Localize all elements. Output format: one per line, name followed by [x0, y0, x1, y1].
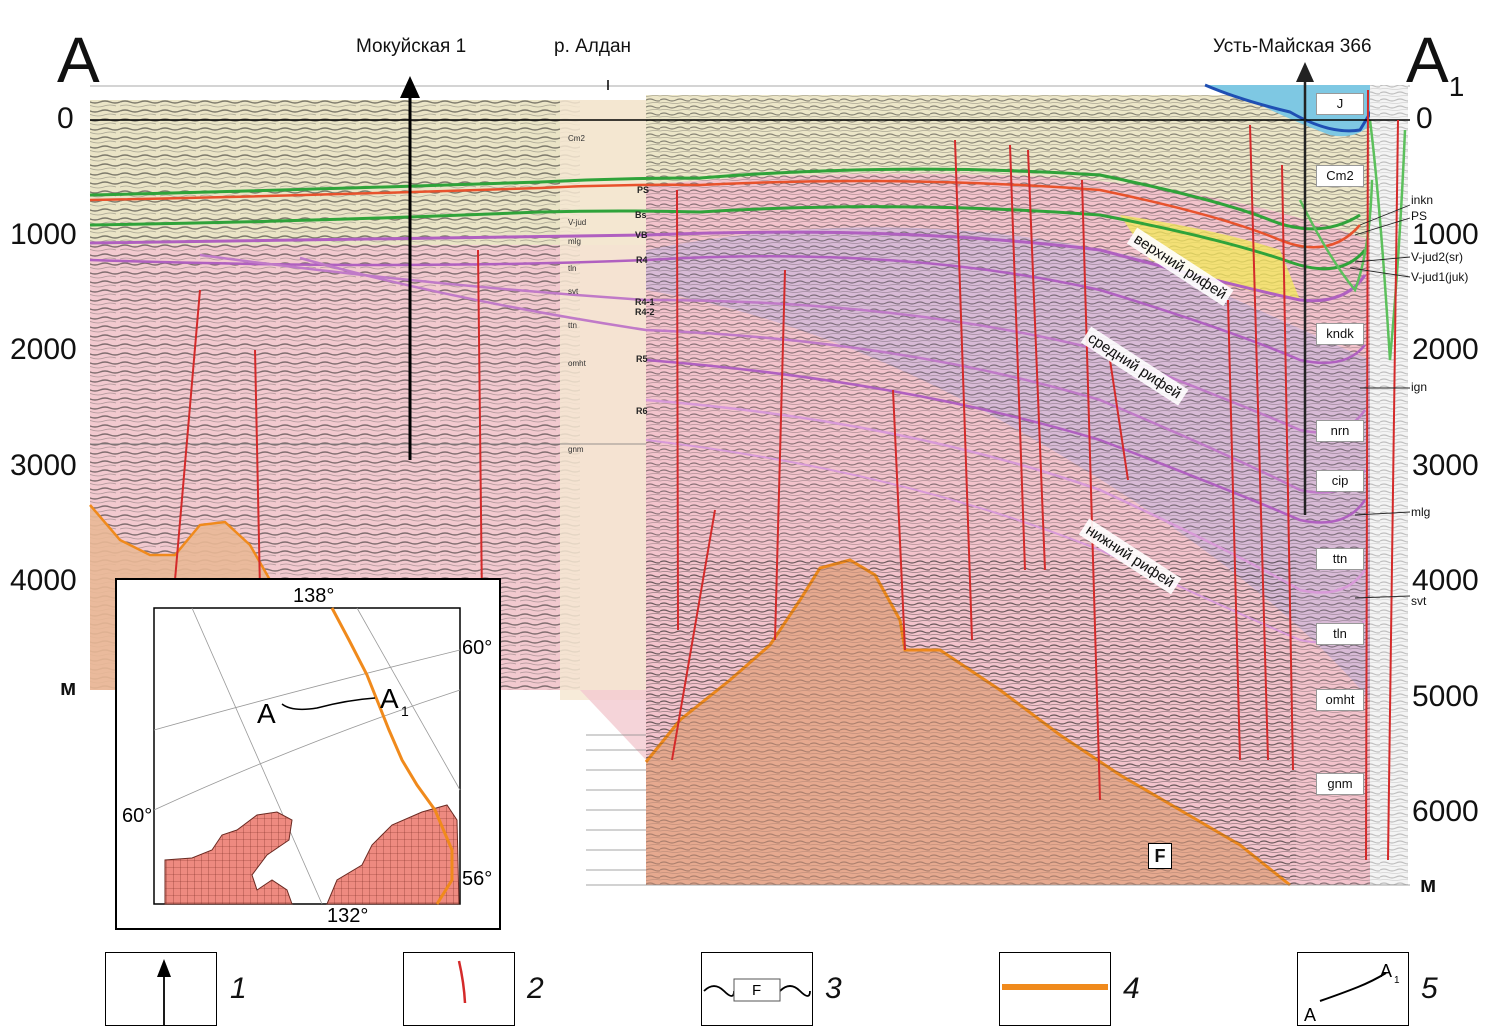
tag-r5: R5: [636, 354, 648, 364]
depth-unit-left: м: [60, 675, 76, 701]
legend-a: A: [1304, 1005, 1316, 1025]
formation-box-j: J: [1316, 93, 1364, 115]
tag-vb: VB: [635, 230, 648, 240]
formation-label-mlg: mlg: [1411, 505, 1430, 519]
legend-item-5: A A 1: [1297, 952, 1409, 1026]
well-arrow-icon: [1296, 62, 1314, 82]
formation-label-inkn: inkn: [1411, 193, 1433, 207]
depth-left-0: 0: [57, 102, 74, 136]
tag-r4-2: R4-2: [635, 307, 655, 317]
legend-item-3: F: [701, 952, 813, 1026]
tag-gnm: gnm: [568, 445, 584, 454]
depth-left-4000: 4000: [10, 564, 77, 598]
fault-marker-f: F: [1148, 843, 1172, 869]
formation-box-cip: cip: [1316, 470, 1364, 492]
lat-label-bottom-right: 56°: [462, 868, 492, 890]
depth-right-3000: 3000: [1412, 449, 1479, 483]
depth-unit-right: м: [1420, 872, 1436, 898]
depth-right-4000: 4000: [1412, 564, 1479, 598]
profile-line-icon: A A 1: [1298, 953, 1408, 1025]
formation-box-nrn: nrn: [1316, 420, 1364, 442]
fault-line: [677, 190, 678, 630]
formation-label-ign: ign: [1411, 380, 1427, 394]
tag-svt: svt: [568, 287, 579, 296]
tag-tln: tln: [568, 264, 576, 273]
legend-num-1: 1: [230, 972, 247, 1006]
inset-map-drawing: 138° 132° 60° 60° 56° A A 1: [117, 580, 499, 928]
formation-box-kndk: kndk: [1316, 323, 1364, 345]
depth-right-1000: 1000: [1412, 218, 1479, 252]
legend-item-4: [999, 952, 1111, 1026]
depth-left-1000: 1000: [10, 218, 77, 252]
well-column-strip: [560, 100, 646, 700]
depth-right-6000: 6000: [1412, 795, 1479, 829]
tag-omht: omht: [568, 359, 587, 368]
tag-cm2: Cm2: [568, 134, 585, 143]
depth-right-5000: 5000: [1412, 680, 1479, 714]
legend-num-2: 2: [527, 972, 544, 1006]
formation-label-ps: PS: [1411, 209, 1427, 223]
legend-item-2: [403, 952, 515, 1026]
lon-label-top: 138°: [293, 585, 334, 607]
formation-label-svt: svt: [1411, 594, 1426, 608]
tag-bs: Bs: [635, 210, 647, 220]
inset-map: 138° 132° 60° 60° 56° A A 1: [115, 578, 501, 930]
tag-r6: R6: [636, 406, 648, 416]
legend-num-3: 3: [825, 972, 842, 1006]
lon-label-bottom: 132°: [327, 905, 368, 927]
fault-line-icon: [404, 953, 514, 1025]
legend-num-4: 4: [1123, 972, 1140, 1006]
legend-item-1: [105, 952, 217, 1026]
legend-num-5: 5: [1421, 972, 1438, 1006]
inset-label-a: A: [257, 698, 276, 729]
orange-line-icon: [1000, 953, 1110, 1025]
well-arrow-icon: [106, 953, 216, 1025]
legend-a1: A: [1380, 961, 1392, 981]
well-arrow-icon: [400, 76, 420, 98]
tag-mlg: mlg: [568, 237, 581, 246]
legend-box-text: F: [752, 982, 761, 999]
depth-right-2000: 2000: [1412, 333, 1479, 367]
formation-box-tln: tln: [1316, 623, 1364, 645]
depth-left-2000: 2000: [10, 333, 77, 367]
formation-box-gnm: gnm: [1316, 773, 1364, 795]
connector-wedge: [580, 690, 646, 760]
tag-ttn: ttn: [568, 321, 577, 330]
legend-a1-sub: 1: [1394, 975, 1400, 986]
tag-r4: R4: [636, 255, 648, 265]
formation-box-omht: omht: [1316, 689, 1364, 711]
tag-r4-1: R4-1: [635, 297, 655, 307]
depth-right-0: 0: [1416, 102, 1433, 136]
inset-label-a1: A: [380, 683, 399, 714]
lat-label-left: 60°: [122, 805, 152, 827]
lat-label-top-right: 60°: [462, 637, 492, 659]
tag-vjud: V-jud: [568, 218, 586, 227]
formation-box-cm2: Cm2: [1316, 165, 1364, 187]
formation-label-vjud2: V-jud2(sr): [1411, 250, 1463, 264]
formation-label-vjud1: V-jud1(juk): [1411, 270, 1468, 284]
tag-ps: PS: [637, 185, 649, 195]
depth-left-3000: 3000: [10, 449, 77, 483]
fault-box-icon: F: [702, 953, 812, 1025]
inset-label-a1-sub: 1: [401, 703, 409, 719]
formation-box-ttn: ttn: [1316, 548, 1364, 570]
